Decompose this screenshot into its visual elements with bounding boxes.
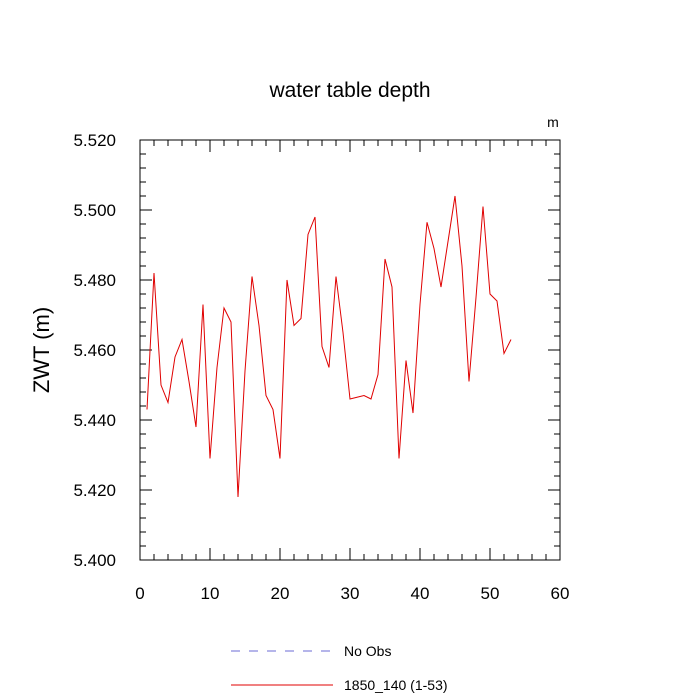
- units-label: m: [547, 114, 559, 130]
- y-axis-label: ZWT (m): [29, 307, 54, 393]
- x-tick-label: 20: [271, 584, 290, 603]
- x-tick-label: 0: [135, 584, 144, 603]
- y-tick-label: 5.480: [73, 271, 116, 290]
- axis-tick-labels: 0 10 20 30 40 50 60 5.400 5.420 5.440 5.460 5.480 5.…: [73, 131, 569, 603]
- y-tick-label: 5.440: [73, 411, 116, 430]
- series-lines: [146, 195, 512, 498]
- legend: No Obs 1850_140 (1-53): [231, 643, 448, 693]
- axis-ticks: [139, 139, 561, 561]
- x-tick-label: 10: [201, 584, 220, 603]
- y-tick-label: 5.400: [73, 551, 116, 570]
- legend-label: 1850_140 (1-53): [344, 677, 448, 693]
- legend-label: No Obs: [344, 643, 391, 659]
- plot-frame: [139, 139, 561, 561]
- y-tick-label: 5.420: [73, 481, 116, 500]
- x-tick-label: 40: [411, 584, 430, 603]
- x-tick-label: 60: [551, 584, 570, 603]
- y-tick-label: 5.500: [73, 201, 116, 220]
- y-tick-label: 5.460: [73, 341, 116, 360]
- x-tick-label: 30: [341, 584, 360, 603]
- x-tick-label: 50: [481, 584, 500, 603]
- y-tick-label: 5.520: [73, 131, 116, 150]
- series-line: [146, 195, 512, 498]
- chart-title: water table depth: [268, 79, 430, 102]
